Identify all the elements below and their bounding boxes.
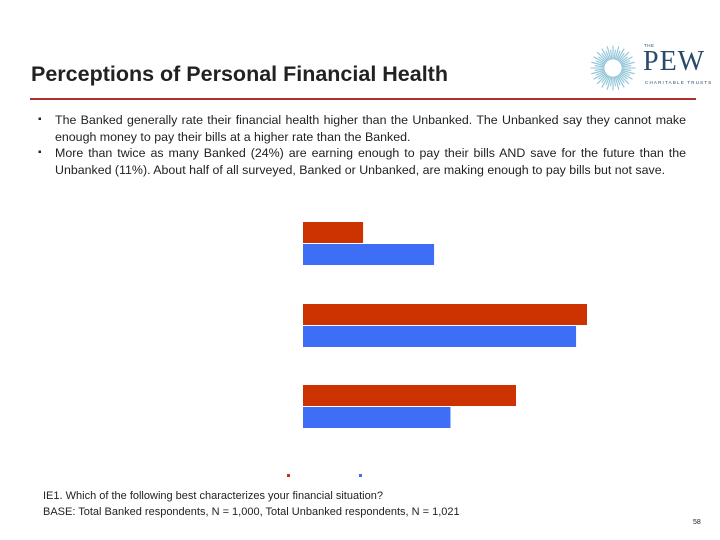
logo-ray (621, 65, 632, 68)
bullet-item: The Banked generally rate their financia… (38, 112, 686, 145)
slide-title: Perceptions of Personal Financial Health (31, 62, 448, 86)
sunburst-icon (590, 45, 636, 91)
title-divider (30, 98, 696, 100)
logo-ray (601, 48, 610, 61)
logo-ray (601, 74, 609, 83)
bar-series-2-cat-1 (303, 244, 435, 265)
logo-ray (593, 71, 606, 80)
logo-ray (621, 69, 635, 75)
logo-ray (610, 49, 613, 60)
bar-series-2-cat-3 (303, 407, 451, 428)
logo-ray (619, 72, 628, 80)
logo-ray (618, 73, 630, 85)
logo-ray (613, 49, 616, 60)
legend-swatch-series-2 (359, 474, 362, 477)
bullet-item: More than twice as many Banked (24%) are… (38, 145, 686, 178)
bullet-list: The Banked generally rate their financia… (38, 112, 686, 178)
logo-ray (615, 50, 621, 61)
logo-ray (591, 69, 605, 75)
logo-ray (598, 72, 607, 80)
page-number: 58 (693, 519, 701, 526)
logo-ray (617, 74, 625, 83)
legend-swatch-series-1 (287, 474, 290, 477)
bar-series-1-cat-1 (303, 222, 364, 243)
logo-ray (594, 68, 605, 71)
logo-ray (613, 76, 616, 87)
logo-wordmark: PEW (643, 46, 706, 77)
logo-subtitle: CHARITABLE TRUSTS (645, 80, 713, 85)
logo-ray (618, 51, 630, 63)
logo-ray (620, 56, 633, 65)
footnote: IE1. Which of the following best charact… (43, 489, 460, 520)
bar-series-1-cat-3 (303, 385, 516, 406)
logo-ray (601, 53, 609, 62)
logo-ray (614, 76, 620, 90)
logo-ray (596, 51, 608, 63)
logo-ray (591, 61, 605, 67)
logo-ray (605, 50, 611, 61)
footnote-question: IE1. Which of the following best charact… (43, 490, 383, 502)
logo-ray (616, 75, 625, 88)
logo-ray (620, 70, 631, 76)
logo-ray (617, 53, 625, 62)
logo-ray (621, 68, 632, 71)
logo-ray (595, 60, 606, 66)
pew-logo: THE PEW CHARITABLE TRUSTS (587, 40, 720, 100)
logo-ray (615, 75, 621, 86)
logo-ray (614, 46, 620, 60)
logo-ray (594, 65, 605, 68)
logo-ray (621, 61, 635, 67)
bar-series-2-cat-2 (303, 326, 577, 347)
logo-ray (619, 56, 628, 64)
logo-ray (606, 46, 612, 60)
logo-ray (610, 76, 613, 87)
logo-ray (620, 71, 633, 80)
logo-the: THE (644, 43, 655, 48)
logo-ray (595, 70, 606, 76)
logo-ray (620, 60, 631, 66)
logo-ray (605, 75, 611, 86)
logo-ray (598, 56, 607, 64)
logo-ray (606, 76, 612, 90)
logo-ray (616, 48, 625, 61)
footnote-base: BASE: Total Banked respondents, N = 1,00… (43, 505, 460, 518)
logo-ray (593, 56, 606, 65)
logo-ray (596, 73, 608, 85)
bar-series-1-cat-2 (303, 304, 587, 325)
logo-ray (601, 75, 610, 88)
